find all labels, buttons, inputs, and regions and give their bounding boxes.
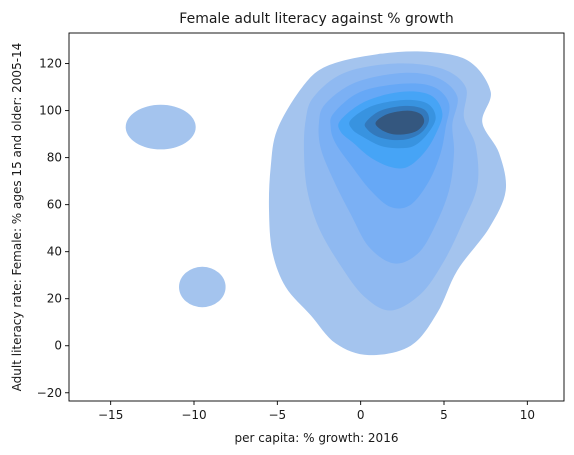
y-axis-label: Adult literacy rate: Female: % ages 15 a… <box>10 43 24 392</box>
y-tick-label: 40 <box>47 245 62 259</box>
density-contours <box>125 51 507 356</box>
isolated-density-region-1 <box>125 104 196 150</box>
x-tick-label: 10 <box>520 408 535 422</box>
x-tick-label: 0 <box>357 408 365 422</box>
y-tick-label: 100 <box>39 104 62 118</box>
y-tick-label: 120 <box>39 57 62 71</box>
x-axis-label: per capita: % growth: 2016 <box>235 431 399 445</box>
x-tick-label: −15 <box>98 408 123 422</box>
y-tick-label: 80 <box>47 151 62 165</box>
plot-frame <box>68 32 565 402</box>
x-tick-label: −10 <box>181 408 206 422</box>
y-tick-label: 60 <box>47 198 62 212</box>
x-tick-label: 5 <box>440 408 448 422</box>
y-tick-label: 0 <box>54 339 62 353</box>
density-level-8 <box>375 110 425 135</box>
isolated-density-region-2 <box>179 266 226 308</box>
y-axis: −20 0 20 40 60 80 100 120 <box>37 57 69 400</box>
y-tick-label: 20 <box>47 292 62 306</box>
x-tick-label: −5 <box>268 408 286 422</box>
y-tick-label: −20 <box>37 386 62 400</box>
chart-title: Female adult literacy against % growth <box>179 11 453 27</box>
x-axis: −15 −10 −5 0 5 10 <box>98 401 535 422</box>
